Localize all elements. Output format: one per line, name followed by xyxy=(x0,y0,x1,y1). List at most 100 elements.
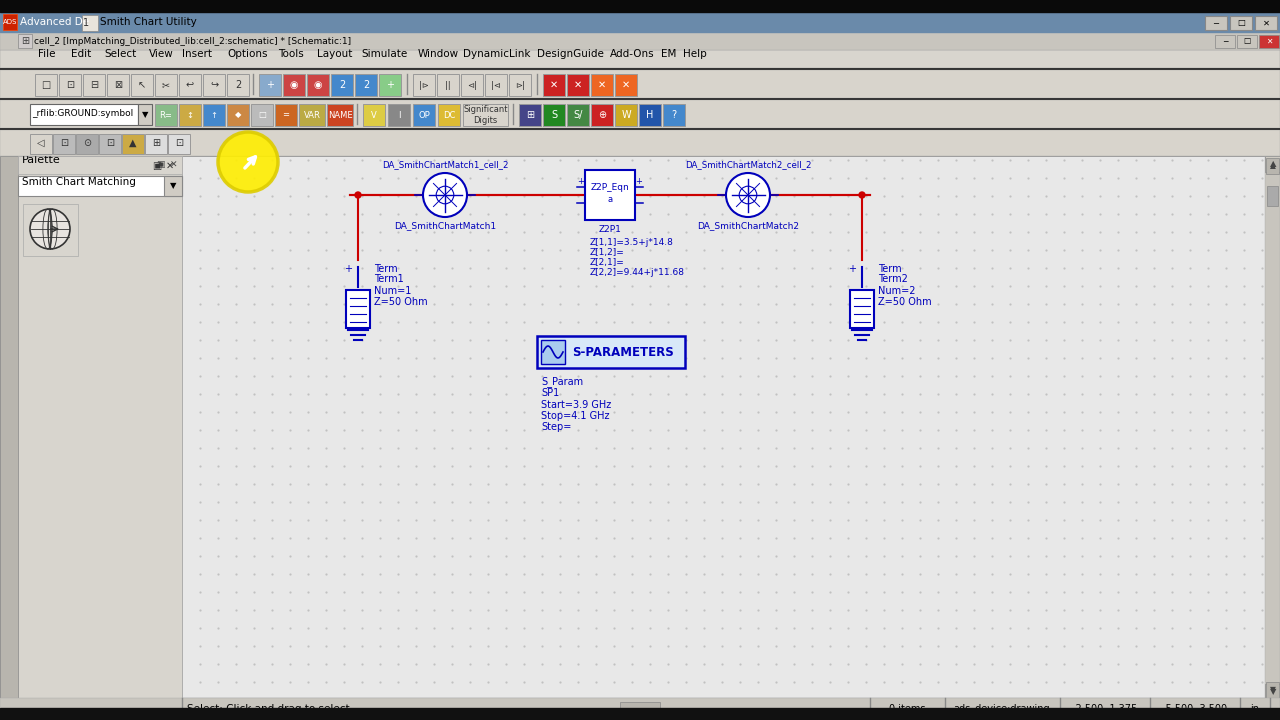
Text: ▼: ▼ xyxy=(170,181,177,191)
Bar xyxy=(29,134,52,154)
Circle shape xyxy=(355,192,361,198)
Bar xyxy=(0,130,1280,156)
Text: View: View xyxy=(150,49,174,59)
Bar xyxy=(227,74,250,96)
Text: =: = xyxy=(283,110,289,120)
Text: ⊡: ⊡ xyxy=(67,80,74,90)
Text: |⊳: |⊳ xyxy=(419,81,429,89)
Bar xyxy=(307,74,329,96)
Bar xyxy=(138,104,152,125)
Bar xyxy=(1267,186,1277,206)
Bar xyxy=(436,74,460,96)
Text: ?: ? xyxy=(672,110,677,120)
Bar xyxy=(0,154,18,698)
Text: DA_SmithChartMatch1_cell_2: DA_SmithChartMatch1_cell_2 xyxy=(381,160,508,169)
Bar xyxy=(614,74,637,96)
Text: S: S xyxy=(550,110,557,120)
Bar xyxy=(1230,16,1252,30)
Bar xyxy=(251,104,273,126)
Text: Z[1,2]=: Z[1,2]= xyxy=(590,248,625,257)
Bar xyxy=(59,74,81,96)
Text: ✕: ✕ xyxy=(550,80,558,90)
Text: S-PARAMETERS: S-PARAMETERS xyxy=(572,346,673,359)
Bar xyxy=(567,74,589,96)
Bar xyxy=(543,74,564,96)
Text: ⊲|: ⊲| xyxy=(467,81,477,89)
Circle shape xyxy=(726,173,771,217)
Text: +: + xyxy=(577,178,585,186)
Text: ▼: ▼ xyxy=(1270,685,1276,695)
Text: ⊳|: ⊳| xyxy=(515,81,525,89)
Bar xyxy=(99,134,122,154)
Text: Z[2,2]=9.44+j*11.68: Z[2,2]=9.44+j*11.68 xyxy=(590,268,685,277)
Bar xyxy=(155,74,177,96)
Text: 2: 2 xyxy=(362,80,369,90)
Text: ✕: ✕ xyxy=(1262,19,1270,27)
Bar xyxy=(355,74,378,96)
Bar xyxy=(0,708,1280,720)
Bar xyxy=(164,176,182,196)
Text: ─: ─ xyxy=(1222,37,1228,45)
Text: ↑: ↑ xyxy=(210,110,218,120)
Text: +: + xyxy=(344,264,352,274)
Text: ||: || xyxy=(445,81,451,89)
Bar xyxy=(346,290,370,328)
Text: S_Param: S_Param xyxy=(541,376,584,387)
Bar xyxy=(283,74,305,96)
Text: ◆: ◆ xyxy=(234,110,241,120)
Bar xyxy=(83,74,105,96)
Bar xyxy=(413,104,435,126)
Bar xyxy=(182,156,1265,700)
Bar xyxy=(82,15,99,31)
Text: ▣: ▣ xyxy=(156,161,164,169)
Text: DesignGuide: DesignGuide xyxy=(536,49,603,59)
Bar xyxy=(1254,16,1277,30)
Text: ↩: ↩ xyxy=(186,80,195,90)
Text: Z[2,1]=: Z[2,1]= xyxy=(590,258,625,267)
Bar xyxy=(52,134,76,154)
Text: ▲: ▲ xyxy=(129,138,137,148)
Bar xyxy=(1204,16,1228,30)
Bar xyxy=(0,698,1280,720)
Bar xyxy=(538,336,685,368)
Bar xyxy=(850,290,874,328)
Bar xyxy=(0,156,18,700)
Text: ▲: ▲ xyxy=(1270,161,1276,171)
Bar xyxy=(463,104,508,126)
Text: ▼: ▼ xyxy=(142,110,148,120)
Text: ADS: ADS xyxy=(3,19,17,25)
Text: Term: Term xyxy=(878,264,901,274)
Bar xyxy=(663,104,685,126)
Text: ✕: ✕ xyxy=(598,80,605,90)
Text: ◉: ◉ xyxy=(289,80,298,90)
Text: ⊞: ⊞ xyxy=(20,36,29,46)
Text: ↖: ↖ xyxy=(138,80,146,90)
Bar xyxy=(227,104,250,126)
Bar xyxy=(1236,35,1257,48)
Bar xyxy=(388,104,410,126)
Text: ✕: ✕ xyxy=(573,80,582,90)
Text: ✕: ✕ xyxy=(166,161,174,171)
Bar xyxy=(204,104,225,126)
Bar xyxy=(204,74,225,96)
Text: in: in xyxy=(1251,704,1260,714)
Text: ⊡: ⊡ xyxy=(106,138,114,148)
Text: I: I xyxy=(398,110,401,120)
Text: OP: OP xyxy=(419,110,430,120)
Text: Window: Window xyxy=(419,49,460,59)
Bar xyxy=(413,74,435,96)
Text: Z[1,1]=3.5+j*14.8: Z[1,1]=3.5+j*14.8 xyxy=(590,238,673,247)
Bar xyxy=(0,100,1280,128)
Bar xyxy=(18,156,182,174)
Bar xyxy=(0,50,1280,68)
Text: Term2: Term2 xyxy=(878,274,908,284)
Circle shape xyxy=(422,173,467,217)
Bar xyxy=(29,104,138,125)
Bar xyxy=(591,74,613,96)
Bar xyxy=(145,134,166,154)
Bar xyxy=(1265,684,1280,700)
Text: DynamicLink: DynamicLink xyxy=(463,49,530,59)
Bar xyxy=(23,204,78,256)
Text: □: □ xyxy=(1236,19,1245,27)
Text: ads_device:drawing: ads_device:drawing xyxy=(954,703,1051,714)
